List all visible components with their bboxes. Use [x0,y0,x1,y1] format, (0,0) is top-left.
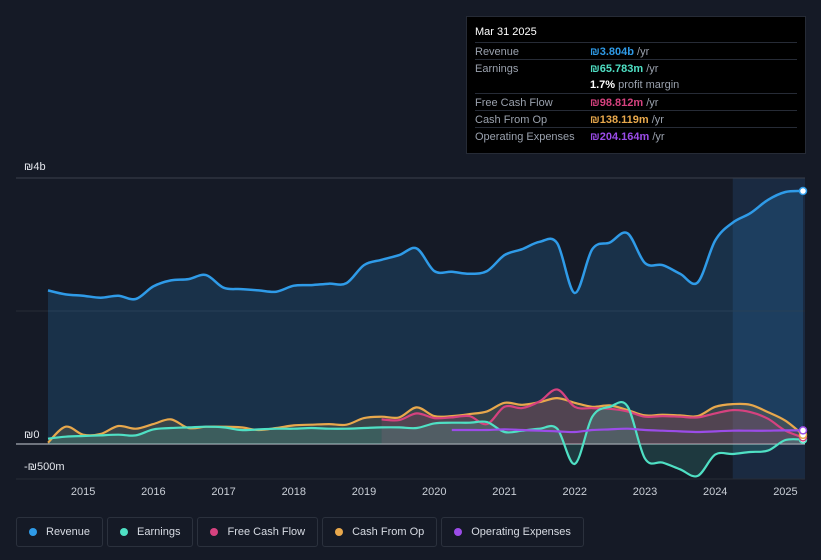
legend-item-earnings[interactable]: Earnings [107,517,194,547]
x-tick-label: 2017 [211,486,235,498]
tooltip-row: Operating Expenses ₪204.164m /yr [475,127,797,145]
legend-item-operating-expenses[interactable]: Operating Expenses [441,517,584,547]
legend-dot-icon [29,528,37,536]
tooltip-value-number: ₪65.783m [590,63,644,75]
tooltip-value-number: ₪138.119m [590,114,649,126]
legend-label: Free Cash Flow [227,526,306,538]
tooltip-value-number: ₪98.812m [590,97,644,109]
x-tick-label: 2018 [282,486,306,498]
tooltip-value-unit: /yr [643,63,659,75]
tooltip-row: Revenue ₪3.804b /yr [475,42,797,60]
revenue-area [48,191,803,444]
series-layer [47,189,804,478]
tooltip-row-label: Cash From Op [475,114,548,126]
tooltip-row-label: Free Cash Flow [475,97,553,109]
tooltip-row-label: Earnings [475,63,519,75]
operating-expenses-end-point [798,426,808,435]
legend-label: Operating Expenses [471,526,571,538]
legend-item-cash-from-op[interactable]: Cash From Op [322,517,438,547]
x-tick-label: 2025 [773,486,797,498]
tooltip-row-label: Revenue [475,46,520,58]
tooltip-row: Cash From Op ₪138.119m /yr [475,110,797,128]
tooltip-row: Free Cash Flow ₪98.812m /yr [475,93,797,111]
tooltip-panel: Mar 31 2025 Revenue ₪3.804b /yr Earnings ₪6… [466,16,806,154]
operating-expenses-line [451,427,804,434]
tooltip-row-value: ₪98.812m /yr [590,97,658,109]
earnings-line [47,400,804,478]
y-tick-label: ₪0 [24,429,39,441]
tooltip-value-unit: /yr [649,131,665,143]
legend-label: Revenue [46,526,91,538]
x-tick-label: 2020 [422,486,446,498]
legend-item-free-cash-flow[interactable]: Free Cash Flow [197,517,319,547]
x-tick-label: 2024 [703,486,727,498]
tooltip-row-value: ₪65.783m /yr [590,63,658,75]
tooltip-row: Earnings ₪65.783m /yr [475,59,797,77]
x-tick-label: 2023 [633,486,657,498]
legend-dot-icon [120,528,129,536]
end-markers [798,186,808,444]
chart-area: ₪4b ₪0 -₪500m 2015 2016 2017 2018 2019 2020 2021… [16,161,808,498]
forecast-shade-rect [732,178,805,479]
x-axis-labels: 2015 2016 2017 2018 2019 2020 2021 2022 2023 2024… [71,486,798,498]
x-tick-label: 2021 [492,486,516,498]
x-tick-label: 2019 [352,486,376,498]
tooltip-value-unit: profit margin [615,79,680,91]
forecast-shade [732,178,805,479]
y-axis-labels: ₪4b ₪0 -₪500m [24,161,65,473]
tooltip-row-value: ₪3.804b /yr [590,46,649,58]
legend-label: Earnings [137,526,181,538]
tooltip-row-value: ₪204.164m /yr [590,131,665,143]
revenue-end-point [798,186,808,196]
tooltip-value-unit: /yr [648,114,664,126]
tooltip-value-number: ₪3.804b [590,46,634,58]
legend: Revenue Earnings Free Cash Flow Cash From O… [16,517,584,549]
free-cash-flow-line [381,388,804,439]
y-tick-label: -₪500m [24,461,65,473]
tooltip-row-label: Operating Expenses [475,131,575,143]
revenue-line [47,189,804,301]
x-tick-label: 2015 [71,486,95,498]
tooltip-row-value: 1.7% profit margin [590,79,679,91]
x-tick-label: 2022 [563,486,587,498]
legend-dot-icon [454,528,463,536]
tooltip-value-unit: /yr [633,46,650,58]
tooltip-value-number: ₪204.164m [590,131,650,143]
tooltip-value-unit: /yr [643,97,659,109]
legend-label: Cash From Op [352,526,425,538]
grid-lines [16,177,805,480]
tooltip-row-value: ₪138.119m /yr [590,114,664,126]
legend-item-revenue[interactable]: Revenue [16,517,104,547]
earnings-area [48,402,803,477]
legend-dot-icon [210,528,219,536]
tooltip-row: 1.7% profit margin [475,76,797,93]
legend-dot-icon [335,528,344,536]
tooltip-value-number: 1.7% [590,79,616,91]
cash-from-op-line [47,396,804,444]
y-tick-label: ₪4b [24,161,46,173]
tooltip-date: Mar 31 2025 [475,26,537,38]
x-tick-label: 2016 [141,486,165,498]
